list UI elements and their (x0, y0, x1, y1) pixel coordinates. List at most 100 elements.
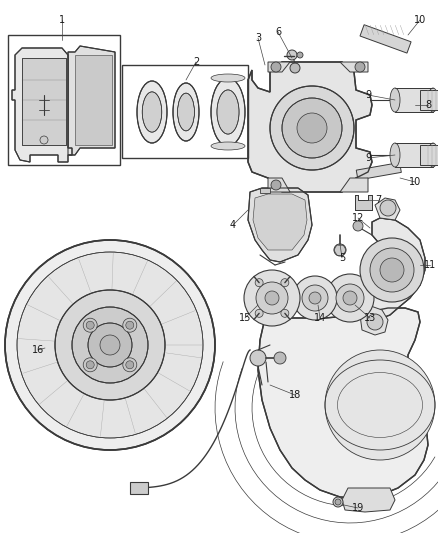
Polygon shape (253, 194, 307, 250)
Circle shape (86, 361, 94, 369)
Ellipse shape (428, 143, 438, 167)
Circle shape (367, 314, 383, 330)
Circle shape (309, 292, 321, 304)
Text: 12: 12 (352, 213, 364, 223)
Polygon shape (365, 218, 425, 318)
Circle shape (290, 63, 300, 73)
Polygon shape (355, 195, 372, 210)
Circle shape (333, 497, 343, 507)
Ellipse shape (177, 93, 194, 131)
Ellipse shape (211, 142, 245, 150)
Circle shape (83, 358, 97, 372)
Circle shape (355, 62, 365, 72)
Ellipse shape (137, 81, 167, 143)
Circle shape (343, 291, 357, 305)
Circle shape (256, 282, 288, 314)
Text: 13: 13 (364, 313, 376, 323)
Text: 11: 11 (424, 260, 436, 270)
Polygon shape (260, 188, 270, 193)
Circle shape (271, 180, 281, 190)
Ellipse shape (173, 83, 199, 141)
Polygon shape (75, 55, 112, 145)
Circle shape (281, 279, 289, 287)
Text: 10: 10 (409, 177, 421, 187)
Circle shape (380, 258, 404, 282)
Polygon shape (22, 58, 66, 145)
Circle shape (250, 350, 266, 366)
Circle shape (126, 321, 134, 329)
Circle shape (123, 318, 137, 332)
Text: 3: 3 (255, 33, 261, 43)
Circle shape (360, 238, 424, 302)
Circle shape (271, 62, 281, 72)
Text: 9: 9 (365, 90, 371, 100)
Ellipse shape (217, 90, 239, 134)
Circle shape (86, 321, 94, 329)
Circle shape (335, 499, 341, 505)
Ellipse shape (390, 88, 400, 112)
Polygon shape (340, 178, 368, 192)
Text: 4: 4 (230, 220, 236, 230)
Circle shape (270, 86, 354, 170)
Circle shape (353, 221, 363, 231)
Bar (420, 145, 438, 165)
Text: 10: 10 (414, 15, 426, 25)
Text: 2: 2 (193, 57, 199, 67)
Circle shape (72, 307, 148, 383)
Bar (356, 163, 401, 180)
Ellipse shape (142, 92, 162, 132)
Polygon shape (248, 62, 372, 192)
Circle shape (83, 318, 97, 332)
Circle shape (302, 285, 328, 311)
Polygon shape (12, 48, 72, 162)
Ellipse shape (211, 78, 245, 146)
Polygon shape (340, 62, 368, 72)
Circle shape (380, 200, 396, 216)
Circle shape (326, 274, 374, 322)
Circle shape (55, 290, 165, 400)
Circle shape (255, 309, 263, 317)
Polygon shape (248, 188, 312, 262)
Text: 6: 6 (275, 27, 281, 37)
Circle shape (17, 252, 203, 438)
Circle shape (244, 270, 300, 326)
Circle shape (287, 50, 297, 60)
Circle shape (255, 279, 263, 287)
Text: 15: 15 (239, 313, 251, 323)
Text: 1: 1 (59, 15, 65, 25)
Text: 5: 5 (339, 253, 345, 263)
Bar (395, 143, 433, 167)
Polygon shape (130, 482, 148, 494)
Circle shape (126, 361, 134, 369)
Circle shape (40, 136, 48, 144)
Polygon shape (375, 198, 400, 220)
Circle shape (282, 98, 342, 158)
Text: 18: 18 (289, 390, 301, 400)
Ellipse shape (428, 88, 438, 112)
Circle shape (325, 350, 435, 460)
Circle shape (336, 284, 364, 312)
Circle shape (265, 291, 279, 305)
Circle shape (297, 52, 303, 58)
Text: 16: 16 (32, 345, 44, 355)
Circle shape (370, 248, 414, 292)
Circle shape (293, 276, 337, 320)
Circle shape (5, 240, 215, 450)
Circle shape (100, 335, 120, 355)
Text: 14: 14 (314, 313, 326, 323)
Circle shape (274, 352, 286, 364)
Ellipse shape (211, 74, 245, 82)
Text: 7: 7 (375, 195, 381, 205)
Circle shape (123, 358, 137, 372)
Bar (8, 35, 120, 165)
Text: 19: 19 (352, 503, 364, 513)
Polygon shape (268, 62, 290, 72)
Polygon shape (268, 178, 290, 192)
Circle shape (88, 323, 132, 367)
Polygon shape (258, 308, 428, 498)
Circle shape (334, 244, 346, 256)
Text: 8: 8 (425, 100, 431, 110)
Bar (420, 90, 438, 110)
Ellipse shape (390, 143, 400, 167)
Bar (360, 25, 411, 53)
